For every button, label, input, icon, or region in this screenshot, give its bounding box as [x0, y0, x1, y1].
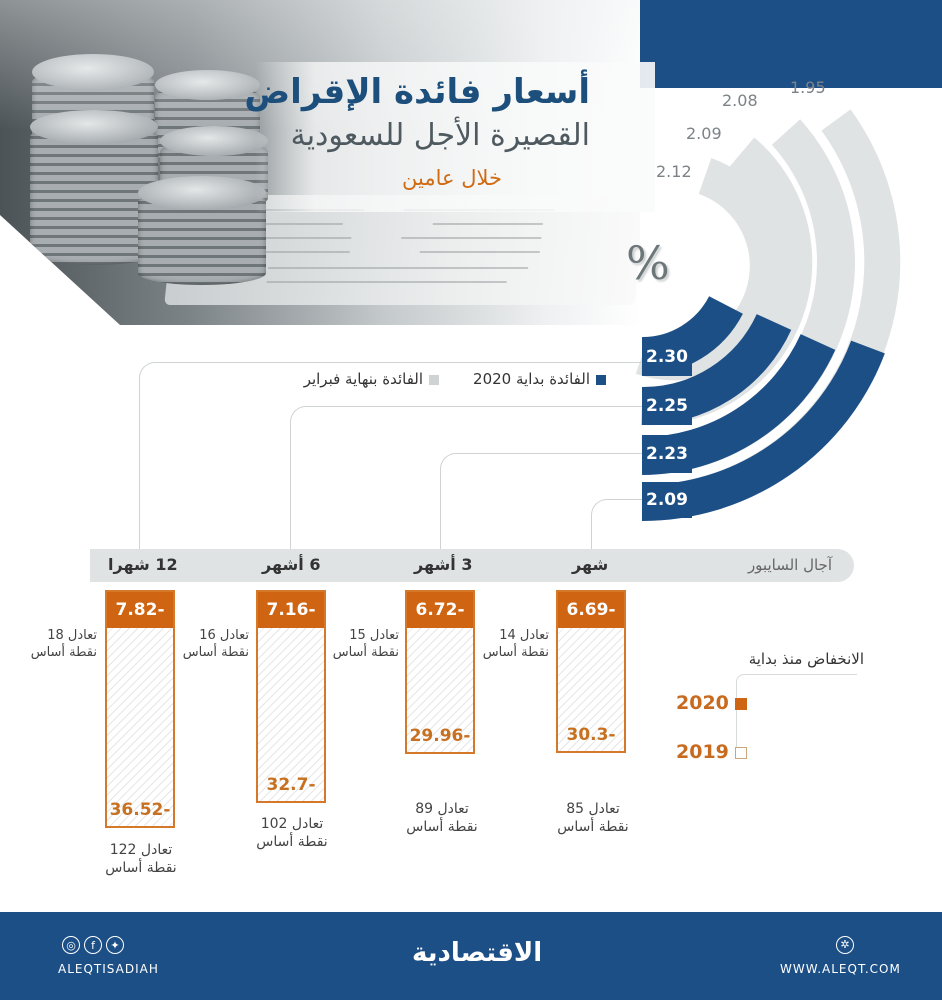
tenor-axis-label: آجال السايبور [747, 556, 832, 574]
below-note-6m: تعادل 102 نقطة أساس [256, 816, 328, 850]
coin-top [32, 54, 154, 90]
decline-2020-value: 7.16- [258, 592, 324, 628]
tenor-1m: شهر [572, 555, 609, 574]
legend-2019: 2019 [676, 741, 747, 763]
arc-label-gray-3: 2.08 [722, 91, 758, 110]
globe-icon[interactable]: ✲ [836, 936, 854, 954]
brand-logo: الاقتصادية [412, 938, 543, 968]
instagram-icon[interactable]: ◎ [62, 936, 80, 954]
facebook-icon[interactable]: f [84, 936, 102, 954]
decline-legend-connector [736, 674, 857, 755]
coin-top [138, 176, 266, 210]
coin-stack [30, 125, 158, 265]
below-note-3m: تعادل 89 نقطة أساس [406, 801, 478, 835]
connector-1m [591, 499, 642, 550]
decline-bar-1m: 6.69- 30.3- [556, 590, 626, 753]
connector-6m [290, 406, 642, 550]
tenor-3m: 3 أشهر [414, 555, 473, 574]
below-note-12m: تعادل 122 نقطة أساس [105, 842, 177, 876]
tenor-6m: 6 أشهر [262, 555, 321, 574]
side-note-3m: تعادل 15 نقطة أساس [332, 628, 399, 660]
arc-label-gray-1: 2.12 [656, 162, 692, 181]
side-note-12m: تعادل 18 نقطة أساس [30, 628, 97, 660]
coin-top [30, 110, 158, 144]
title-line-2: القصيرة الأجل للسعودية [290, 118, 590, 153]
arc-label-blue-3: 2.23 [642, 435, 692, 473]
decline-2019-value: 29.96- [409, 726, 471, 746]
footer [0, 912, 942, 1000]
title-backdrop [255, 62, 655, 212]
social-icons: ◎ f ✦ [62, 936, 124, 954]
coin-top [160, 126, 268, 156]
arc-label-gray-2: 2.09 [686, 124, 722, 143]
decline-bar-6m: 7.16- 32.7- [256, 590, 326, 803]
percent-symbol: % [626, 236, 670, 290]
legend-swatch-gray [429, 374, 440, 385]
twitter-icon[interactable]: ✦ [106, 936, 124, 954]
decline-2019-value: 36.52- [109, 800, 171, 820]
legend-item-end-feb: الفائدة بنهاية فبراير [304, 370, 440, 388]
title-line-3: خلال عامين [402, 166, 502, 190]
decline-legend-title: الانخفاض منذ بداية [748, 650, 864, 668]
side-note-1m: تعادل 14 نقطة أساس [482, 628, 549, 660]
side-note-6m: تعادل 16 نقطة أساس [182, 628, 249, 660]
decline-bar-12m: 7.82- 36.52- [105, 590, 175, 828]
website-link[interactable]: WWW.ALEQT.COM [780, 962, 901, 976]
decline-2019-value: 30.3- [566, 725, 616, 745]
decline-bar-3m: 6.72- 29.96- [405, 590, 475, 754]
below-note-1m: تعادل 85 نقطة أساس [557, 801, 629, 835]
swatch-2019 [734, 746, 747, 759]
arc-label-blue-2: 2.25 [642, 387, 692, 425]
arc-label-blue-4: 2.09 [642, 482, 692, 518]
arc-legend: الفائدة بداية 2020 الفائدة بنهاية فبراير [304, 370, 606, 388]
decline-2020-value: 6.72- [407, 592, 473, 628]
connector-3m [440, 453, 642, 550]
social-handle[interactable]: ALEQTISADIAH [58, 962, 159, 976]
header-photo [0, 0, 640, 325]
legend-2020: 2020 [676, 692, 747, 714]
coin-top [155, 70, 260, 100]
decline-2019-value: 32.7- [266, 775, 316, 795]
swatch-2020 [734, 697, 747, 710]
tenor-12m: 12 شهرا [108, 555, 178, 574]
decline-2020-value: 6.69- [558, 592, 624, 628]
arc-label-blue-1: 2.30 [642, 338, 692, 376]
legend-swatch-blue [596, 374, 606, 385]
decline-2020-value: 7.82- [107, 592, 173, 628]
title-line-1: أسعار فائدة الإقراض [244, 72, 590, 112]
connector-12m [139, 362, 642, 550]
legend-item-start-2020: الفائدة بداية 2020 [473, 370, 606, 388]
arc-label-gray-4: 1.95 [790, 78, 826, 97]
tenor-axis [90, 549, 854, 582]
